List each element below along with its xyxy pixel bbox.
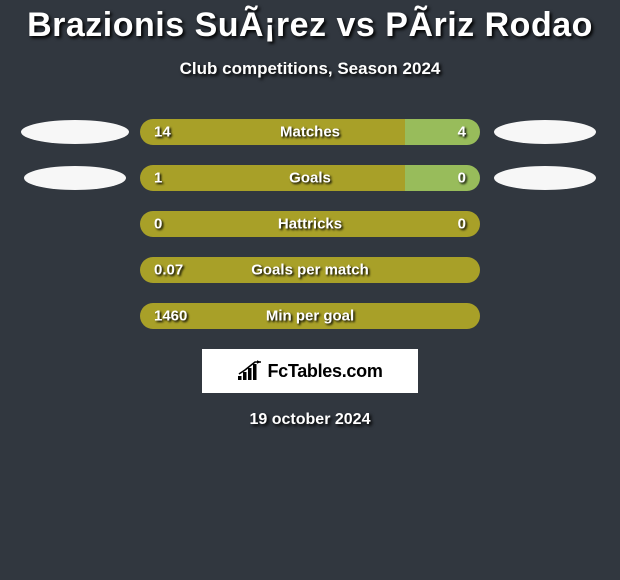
stat-bar: 0.07Goals per match [140,257,480,283]
date-label: 19 october 2024 [0,411,620,429]
subtitle: Club competitions, Season 2024 [0,59,620,79]
value-left: 0 [154,216,162,233]
page-title: Brazionis SuÃ¡rez vs PÃriz Rodao [0,0,620,45]
stat-row: 144Matches [0,119,620,145]
ellipse-right-slot [480,166,610,190]
bar-left [140,257,480,283]
stat-row: 00Hattricks [0,211,620,237]
ellipse-left-slot [10,166,140,190]
bar-left [140,211,480,237]
bar-left [140,165,405,191]
stat-row: 1460Min per goal [0,303,620,329]
ellipse-left-slot [10,120,140,144]
value-left: 1 [154,170,162,187]
value-left: 0.07 [154,262,183,279]
bar-left [140,119,405,145]
value-left: 14 [154,124,171,141]
value-right: 0 [458,216,466,233]
brand-box[interactable]: FcTables.com [202,349,418,393]
stat-bar: 00Hattricks [140,211,480,237]
brand-name: FcTables.com [267,361,382,382]
comparison-chart: 144Matches10Goals00Hattricks0.07Goals pe… [0,119,620,329]
bar-right [405,165,480,191]
bar-right [405,119,480,145]
bar-left [140,303,480,329]
player-left-marker [21,120,129,144]
stat-bar: 144Matches [140,119,480,145]
stat-bar: 1460Min per goal [140,303,480,329]
stat-row: 0.07Goals per match [0,257,620,283]
stat-bar: 10Goals [140,165,480,191]
player-right-marker [494,120,596,144]
player-left-marker [24,166,126,190]
ellipse-right-slot [480,120,610,144]
value-left: 1460 [154,308,187,325]
fctables-logo-icon [237,360,263,382]
value-right: 4 [458,124,466,141]
stat-row: 10Goals [0,165,620,191]
player-right-marker [494,166,596,190]
value-right: 0 [458,170,466,187]
